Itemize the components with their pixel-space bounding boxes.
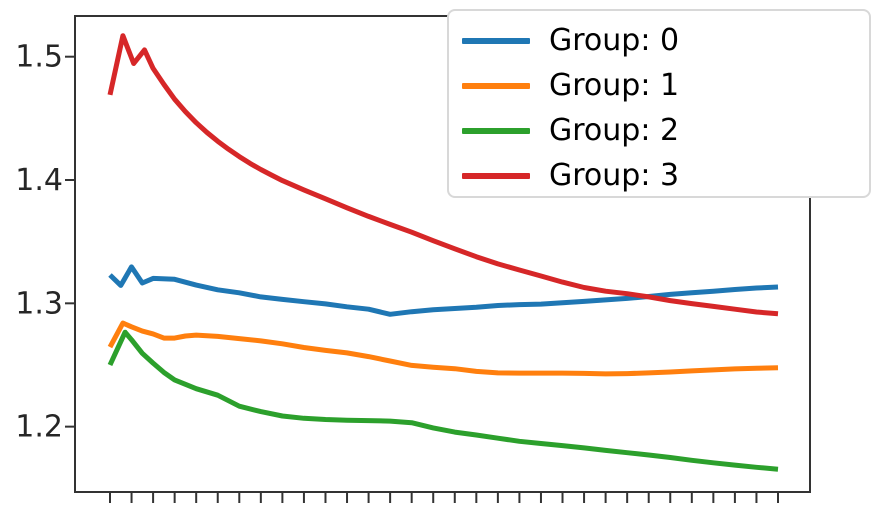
legend-line-swatch bbox=[462, 82, 530, 89]
legend-item: Group: 3 bbox=[462, 153, 869, 198]
y-tick-label: 1.3 bbox=[15, 286, 63, 321]
axes-frame bbox=[74, 15, 811, 493]
legend-line-swatch bbox=[462, 172, 530, 179]
series-line-1 bbox=[107, 320, 779, 377]
legend-label: Group: 0 bbox=[549, 23, 680, 58]
legend-label: Group: 1 bbox=[549, 68, 680, 103]
legend-item: Group: 2 bbox=[462, 108, 869, 153]
legend-label: Group: 3 bbox=[549, 158, 680, 193]
legend-line-swatch bbox=[462, 127, 530, 134]
legend-line-swatch bbox=[462, 37, 530, 44]
y-tick-label: 1.5 bbox=[15, 40, 63, 75]
series-line-2 bbox=[107, 329, 779, 472]
legend-item: Group: 1 bbox=[462, 63, 869, 108]
legend: Group: 0 Group: 1 Group: 2 Group: 3 bbox=[447, 9, 871, 198]
series-line-3 bbox=[107, 33, 779, 317]
y-tick-label: 1.4 bbox=[15, 163, 63, 198]
legend-label: Group: 2 bbox=[549, 113, 680, 148]
legend-item: Group: 0 bbox=[462, 18, 869, 63]
y-tick-label: 1.2 bbox=[15, 410, 63, 445]
series-line-0 bbox=[108, 264, 779, 317]
